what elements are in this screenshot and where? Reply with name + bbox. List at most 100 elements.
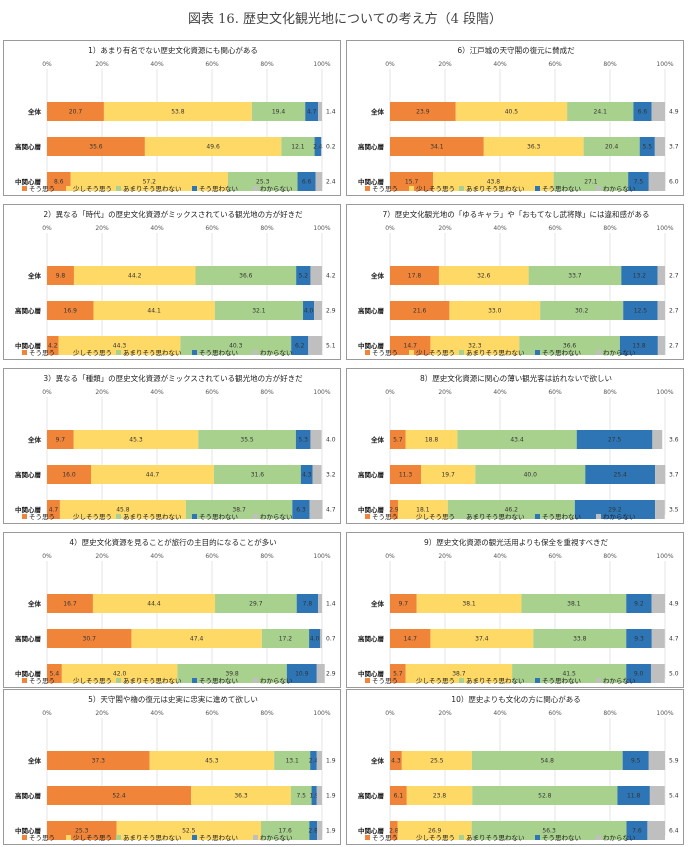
data-label: 1.9 (309, 793, 319, 800)
legend-swatch (596, 835, 601, 840)
data-label: 3.7 (669, 144, 679, 151)
data-label: 14.7 (404, 636, 418, 643)
bar-segment (47, 821, 117, 840)
data-label: 13.8 (632, 343, 646, 350)
data-label: 5.1 (326, 343, 336, 350)
data-label: 2.4 (309, 758, 319, 765)
chart-panel: 7）歴史文化観光地の「ゆるキャラ」や「おもてなし武将隊」には違和感がある 0% 20… (346, 204, 684, 360)
legend-swatch (535, 514, 540, 519)
category-label: 高関心層 (358, 791, 384, 800)
bar-segment (260, 821, 310, 840)
bar-segment (626, 629, 652, 648)
data-label: 9.5 (631, 758, 641, 765)
bar-segment (191, 786, 291, 805)
x-tick-label: 0% (42, 61, 52, 68)
legend-label: そう思う (372, 349, 398, 357)
stacked-bar-chart: 2）異なる「時代」の歴史文化資源がミックスされている観光地の方が好きだ 0% 20%… (15, 209, 336, 357)
x-tick-label: 0% (385, 710, 395, 717)
x-tick-label: 60% (205, 389, 219, 396)
legend-label: そう思わない (199, 185, 238, 193)
legend-label: わからない (260, 349, 293, 357)
x-tick-label: 60% (548, 553, 562, 560)
legend-label: あまりそう思わない (123, 185, 182, 193)
data-label: 5.3 (298, 437, 308, 444)
legend-label: そう思わない (542, 185, 581, 193)
bar-segment (519, 336, 620, 355)
data-label: 21.6 (413, 308, 427, 315)
x-tick-label: 80% (603, 710, 617, 717)
category-label: 中関心層 (15, 669, 41, 678)
data-label: 4.3 (391, 758, 401, 765)
x-tick-label: 40% (493, 553, 507, 560)
x-tick-label: 80% (260, 389, 274, 396)
x-tick-label: 20% (438, 225, 452, 232)
category-label: 中関心層 (15, 505, 41, 514)
data-label: 6.4 (669, 828, 679, 835)
legend-label: そう思う (29, 185, 55, 193)
data-label: 1.9 (326, 758, 336, 765)
bar-segment (626, 821, 648, 840)
data-label: 16.9 (64, 308, 78, 315)
data-label: 23.9 (416, 109, 430, 116)
bar-segment (390, 137, 484, 156)
legend-swatch (365, 678, 370, 683)
legend-swatch (192, 678, 197, 683)
bar-segment (296, 266, 311, 285)
bar-segment (621, 266, 658, 285)
chart-panel: 1）あまり有名でない歴史文化資源にも関心がある 0% 20% 40% 60% 80% 100… (3, 40, 341, 196)
bar-segment (390, 266, 439, 285)
data-label: 4.0 (326, 437, 336, 444)
data-label: 16.0 (62, 472, 76, 479)
bar-segment (405, 664, 513, 683)
bar-segment (390, 336, 431, 355)
bar-segment (447, 500, 575, 519)
bar-segment (567, 102, 634, 121)
data-label: 38.1 (462, 601, 476, 608)
bar-segment (617, 786, 650, 805)
data-label: 5.0 (669, 671, 679, 678)
x-tick-label: 100% (313, 225, 330, 232)
legend-swatch (365, 835, 370, 840)
bar-segment (633, 102, 652, 121)
bar-segment (472, 786, 618, 805)
legend-swatch (116, 350, 121, 355)
legend-swatch (596, 186, 601, 191)
data-label: 1.4 (326, 109, 336, 116)
data-label: 33.7 (568, 273, 582, 280)
data-label: 30.7 (83, 636, 97, 643)
data-label: 6.3 (296, 507, 306, 514)
bar-segment (61, 664, 178, 683)
chart-panel: 6）江戸城の天守閣の復元に賛成だ 0% 20% 40% 60% 80% 100% 全体 23.9… (346, 40, 684, 196)
data-label: 5.2 (299, 273, 309, 280)
data-label: 1.4 (326, 601, 336, 608)
data-label: 4.9 (669, 109, 679, 116)
data-label: 44.7 (146, 472, 160, 479)
chart-title: 10）歴史よりも文化の方に関心がある (451, 694, 580, 704)
chart-panel: 10）歴史よりも文化の方に関心がある 0% 20% 40% 60% 80% 100% 全体 4.… (346, 689, 684, 845)
data-label: 54.8 (541, 758, 555, 765)
x-tick-label: 60% (548, 389, 562, 396)
legend-swatch (596, 678, 601, 683)
bar-segment (390, 301, 450, 320)
data-label: 11.3 (399, 472, 413, 479)
stacked-bar-chart: 5）天守閣や櫓の復元は史実に忠実に進めて欲しい 0% 20% 40% 60% 80% 100… (15, 694, 336, 842)
x-tick-label: 60% (205, 710, 219, 717)
legend-swatch (192, 514, 197, 519)
data-label: 3.7 (669, 472, 679, 479)
bar-segment (430, 336, 520, 355)
bar-segment (619, 336, 658, 355)
legend-label: わからない (260, 513, 293, 521)
data-label: 7.5 (634, 179, 644, 186)
bar-segment (438, 266, 529, 285)
legend-label: わからない (260, 677, 293, 685)
bar-segment (471, 751, 623, 770)
data-label: 27.5 (608, 437, 622, 444)
category-label: 高関心層 (15, 791, 41, 800)
legend-swatch (365, 514, 370, 519)
data-label: 35.6 (89, 144, 103, 151)
bar-segment (401, 751, 472, 770)
x-tick-label: 0% (385, 553, 395, 560)
bar-segment (390, 172, 434, 191)
data-label: 9.8 (56, 273, 66, 280)
category-label: 高関心層 (358, 306, 384, 315)
